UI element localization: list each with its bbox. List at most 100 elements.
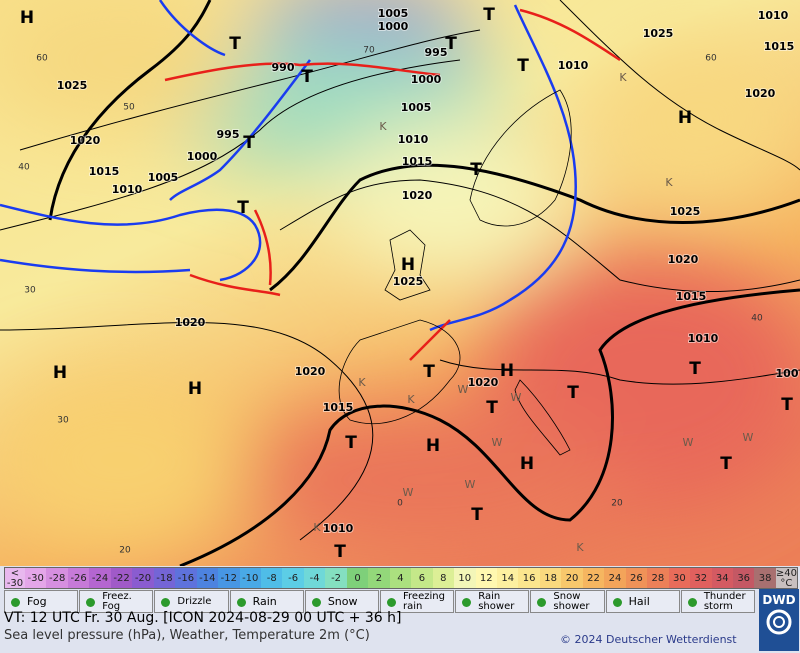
isobar-label: 1015 xyxy=(89,165,120,178)
isobar-label: 1020 xyxy=(468,376,499,389)
weather-symbol: K xyxy=(665,176,673,189)
pressure-center: H xyxy=(520,454,534,474)
weather-symbol: W xyxy=(492,436,503,449)
weather-symbol: W xyxy=(458,383,469,396)
high-unit: °C xyxy=(780,577,793,589)
graticule-label: 50 xyxy=(123,103,135,113)
colorbar-cell: -18 xyxy=(153,568,176,588)
legend-item: Hail xyxy=(605,590,680,613)
colorbar-low: < -30 xyxy=(5,568,25,588)
logo-text: DWD xyxy=(762,593,796,607)
graticule-label: 20 xyxy=(119,546,131,556)
colorbar-cell: -24 xyxy=(89,568,111,588)
colorbar-cell: 12 xyxy=(475,568,497,588)
pressure-center: T xyxy=(229,34,241,54)
isobar-label: 1015 xyxy=(402,155,433,168)
graticule-label: 30 xyxy=(24,286,36,296)
weather-symbol: K xyxy=(358,376,366,389)
isobar-label: 1010 xyxy=(398,133,429,146)
pressure-center: H xyxy=(20,8,34,28)
colorbar-cell: 28 xyxy=(647,568,669,588)
legend-item: Snow xyxy=(304,590,380,613)
colorbar-cell: -30 xyxy=(25,568,47,588)
isobar-label: 1010 xyxy=(688,332,719,345)
pressure-center: T xyxy=(334,542,346,562)
legend-item: Snow shower xyxy=(530,590,605,613)
colorbar-cell: 34 xyxy=(711,568,733,588)
isobar-label: 1015 xyxy=(323,401,354,414)
pressure-center: T xyxy=(470,160,482,180)
colorbar-cell: 6 xyxy=(411,568,433,588)
pressure-center: T xyxy=(781,395,793,415)
graticule-label: 20 xyxy=(611,499,623,509)
pressure-center: T xyxy=(423,362,435,382)
isobar-label: 100 xyxy=(776,367,799,380)
isobar-label: 1025 xyxy=(57,79,88,92)
isobar-label: 990 xyxy=(272,61,295,74)
isobar-label: 1005 xyxy=(378,7,409,20)
isobar-label: 1020 xyxy=(745,87,776,100)
isobar-label: 1020 xyxy=(175,316,206,329)
colorbar-cell: 14 xyxy=(496,568,519,588)
low-value: -30 xyxy=(6,577,24,589)
isobar-label: 1010 xyxy=(558,59,589,72)
isobar-label: 1020 xyxy=(70,134,101,147)
legend-item: Freezing rain xyxy=(380,590,455,613)
graticule-label: 70 xyxy=(363,46,375,56)
high-value: ≥40 xyxy=(775,567,797,579)
weather-symbol: K xyxy=(313,521,321,534)
colorbar-cell: -20 xyxy=(132,568,154,588)
weather-legend: Fog Freez. Fog Drizzle Rain Snow Freezing rai… xyxy=(4,590,756,613)
isobar-label: 1020 xyxy=(295,365,326,378)
isobar-label: 1005 xyxy=(148,171,179,184)
pressure-center: H xyxy=(53,363,67,383)
pressure-center: T xyxy=(237,198,249,218)
low-symbol: < xyxy=(10,567,20,579)
colorbar-cell: -28 xyxy=(46,568,68,588)
pressure-center: T xyxy=(243,133,255,153)
colorbar-cell: -10 xyxy=(239,568,261,588)
colorbar-cell: -16 xyxy=(175,568,197,588)
isobar-label: 995 xyxy=(217,128,240,141)
colorbar-cell: -2 xyxy=(325,568,347,588)
legend-item: Thunder storm xyxy=(680,590,756,613)
pressure-center: T xyxy=(345,433,357,453)
weather-symbol: K xyxy=(407,393,415,406)
logo-swirl xyxy=(766,609,792,635)
colorbar-cell: -12 xyxy=(218,568,240,588)
product-description: Sea level pressure (hPa), Weather, Tempe… xyxy=(4,628,370,643)
colorbar-cell: 38 xyxy=(754,568,776,588)
copyright: © 2024 Deutscher Wetterdienst xyxy=(560,633,737,646)
graticule-label: 40 xyxy=(18,163,30,173)
colorbar-cell: 4 xyxy=(389,568,412,588)
colorbar-cell: 26 xyxy=(625,568,648,588)
pressure-center: H xyxy=(401,255,415,275)
graticule-label: 30 xyxy=(57,416,69,426)
colorbar-cell: 10 xyxy=(454,568,476,588)
coastlines xyxy=(338,89,572,456)
isobar-label: 1020 xyxy=(668,253,699,266)
pressure-center: T xyxy=(471,505,483,525)
colorbar-cell: -4 xyxy=(303,568,326,588)
colorbar-cell: 2 xyxy=(368,568,390,588)
isobar-label: 1010 xyxy=(758,9,789,22)
pressure-center: T xyxy=(486,398,498,418)
isobar-label: 995 xyxy=(425,46,448,59)
pressure-center: H xyxy=(426,436,440,456)
colorbar-cell: 24 xyxy=(604,568,626,588)
dwd-logo: DWD xyxy=(759,589,799,651)
legend-item: Rain shower xyxy=(455,590,530,613)
colorbar-cell: 20 xyxy=(561,568,583,588)
colorbar-cell: -14 xyxy=(196,568,219,588)
weather-symbol: W xyxy=(683,436,694,449)
colorbar-cell: 0 xyxy=(346,568,369,588)
pressure-center: T xyxy=(483,5,495,25)
weather-symbol: K xyxy=(379,120,387,133)
pressure-center: T xyxy=(720,454,732,474)
weather-symbol: K xyxy=(576,541,584,554)
weather-symbol: W xyxy=(403,486,414,499)
isobar-label: 1000 xyxy=(187,150,218,163)
